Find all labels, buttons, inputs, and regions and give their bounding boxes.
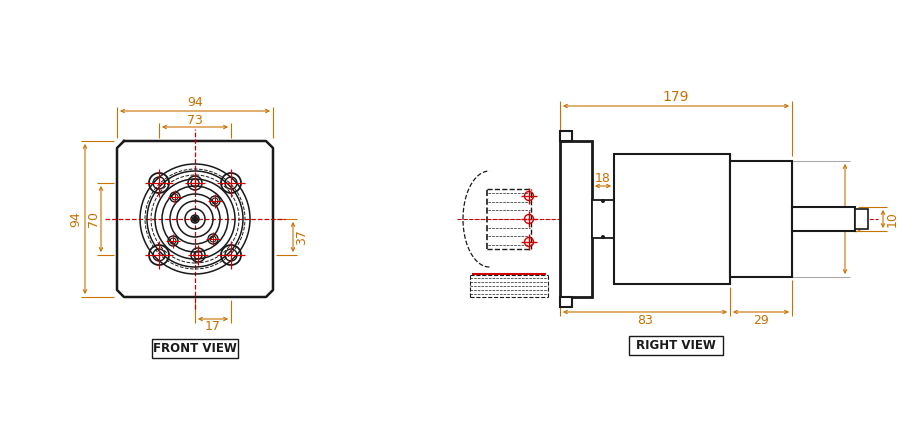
Text: 17: 17 <box>205 320 221 333</box>
Text: 73: 73 <box>187 114 203 127</box>
Text: RIGHT VIEW: RIGHT VIEW <box>636 339 716 352</box>
Text: 37: 37 <box>295 229 309 245</box>
Text: 10: 10 <box>885 211 899 227</box>
Text: 94: 94 <box>69 211 82 227</box>
Text: 18: 18 <box>595 172 611 184</box>
Bar <box>614 154 730 284</box>
Text: 179: 179 <box>663 90 690 104</box>
Text: 94: 94 <box>187 97 203 109</box>
Bar <box>855 209 868 229</box>
Circle shape <box>601 199 605 203</box>
Bar <box>792 207 855 231</box>
Bar <box>730 161 792 277</box>
Polygon shape <box>117 141 273 297</box>
Circle shape <box>601 235 605 239</box>
Bar <box>560 141 592 297</box>
Text: FRONT VIEW: FRONT VIEW <box>153 342 237 355</box>
Text: Ø65: Ø65 <box>852 206 865 232</box>
Bar <box>560 131 572 141</box>
Text: 70: 70 <box>87 211 100 227</box>
Text: 83: 83 <box>637 314 653 327</box>
Bar <box>592 200 614 238</box>
Circle shape <box>193 217 197 221</box>
FancyBboxPatch shape <box>152 339 238 358</box>
Bar <box>560 297 572 307</box>
FancyBboxPatch shape <box>629 336 723 355</box>
Text: 29: 29 <box>753 314 769 327</box>
